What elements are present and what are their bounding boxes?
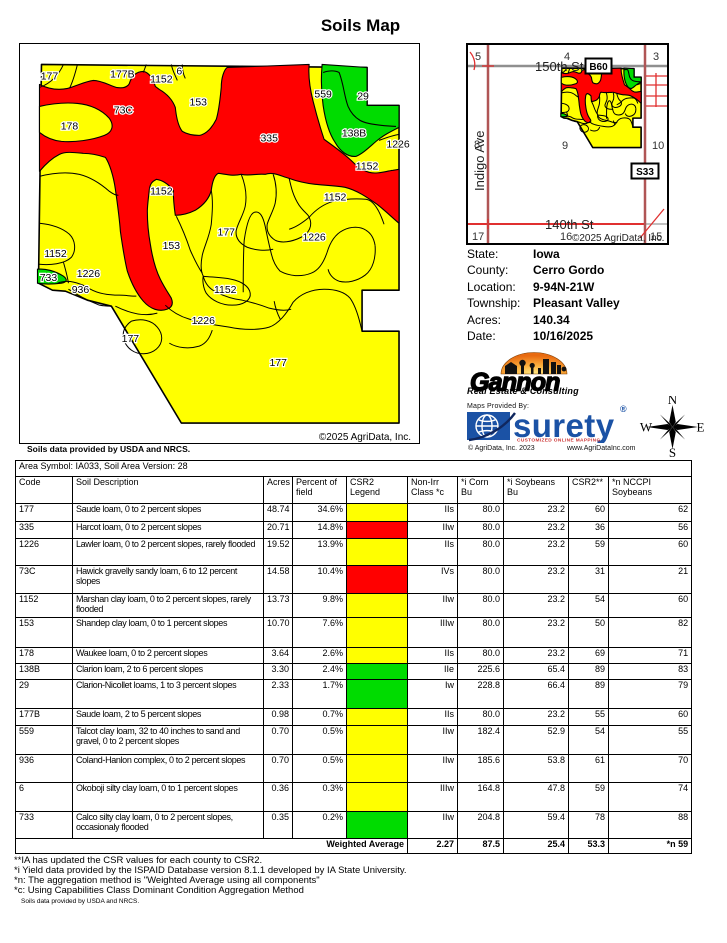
svg-text:15: 15: [650, 231, 662, 243]
svg-text:1226: 1226: [386, 139, 409, 150]
svg-text:153: 153: [190, 97, 208, 108]
svg-text:1152: 1152: [356, 161, 379, 172]
svg-text:1152: 1152: [214, 285, 237, 296]
svg-text:E: E: [697, 420, 705, 435]
svg-text:3: 3: [653, 51, 659, 63]
svg-text:733: 733: [40, 273, 58, 284]
svg-text:150th St: 150th St: [535, 59, 584, 74]
svg-text:138B: 138B: [342, 128, 366, 139]
svg-text:936: 936: [72, 285, 90, 296]
svg-text:17: 17: [472, 231, 484, 243]
svg-text:Gannon: Gannon: [470, 369, 560, 397]
svg-text:10: 10: [652, 140, 664, 152]
svg-text:Indigo Ave: Indigo Ave: [472, 131, 487, 191]
svg-text:177: 177: [269, 358, 287, 369]
svg-text:1226: 1226: [77, 269, 100, 280]
svg-text:9: 9: [562, 140, 568, 152]
svg-text:16: 16: [560, 231, 572, 243]
svg-text:1152: 1152: [150, 74, 173, 85]
svg-text:29: 29: [357, 91, 369, 102]
svg-text:140th St: 140th St: [545, 217, 594, 232]
svg-text:153: 153: [163, 241, 181, 252]
svg-text:177: 177: [122, 334, 140, 345]
svg-text:1152: 1152: [44, 249, 67, 260]
svg-text:W: W: [640, 420, 653, 435]
svg-text:S33: S33: [636, 167, 654, 178]
svg-text:559: 559: [314, 89, 332, 100]
svg-text:1226: 1226: [302, 232, 325, 243]
svg-text:8: 8: [474, 139, 480, 151]
svg-text:5: 5: [475, 51, 481, 63]
svg-text:1152: 1152: [150, 186, 173, 197]
svg-text:177: 177: [41, 71, 59, 82]
svg-text:1226: 1226: [192, 316, 215, 327]
svg-text:©2025 AgriData, Inc.: ©2025 AgriData, Inc.: [319, 432, 411, 443]
svg-text:177: 177: [218, 227, 236, 238]
svg-text:surety: surety: [513, 411, 615, 443]
svg-text:N: N: [668, 396, 678, 407]
svg-text:B60: B60: [589, 62, 608, 73]
svg-text:1152: 1152: [324, 192, 347, 203]
svg-text:4: 4: [564, 51, 570, 63]
svg-text:©2025 AgriData, Inc.: ©2025 AgriData, Inc.: [572, 233, 664, 243]
svg-text:177B: 177B: [110, 69, 134, 80]
svg-text:6: 6: [176, 66, 182, 77]
svg-text:178: 178: [61, 121, 79, 132]
svg-text:S: S: [669, 445, 676, 458]
svg-text:CUSTOMIZED ONLINE MAPPING: CUSTOMIZED ONLINE MAPPING: [517, 438, 601, 444]
svg-text:335: 335: [260, 133, 278, 144]
svg-text:73C: 73C: [114, 105, 134, 116]
